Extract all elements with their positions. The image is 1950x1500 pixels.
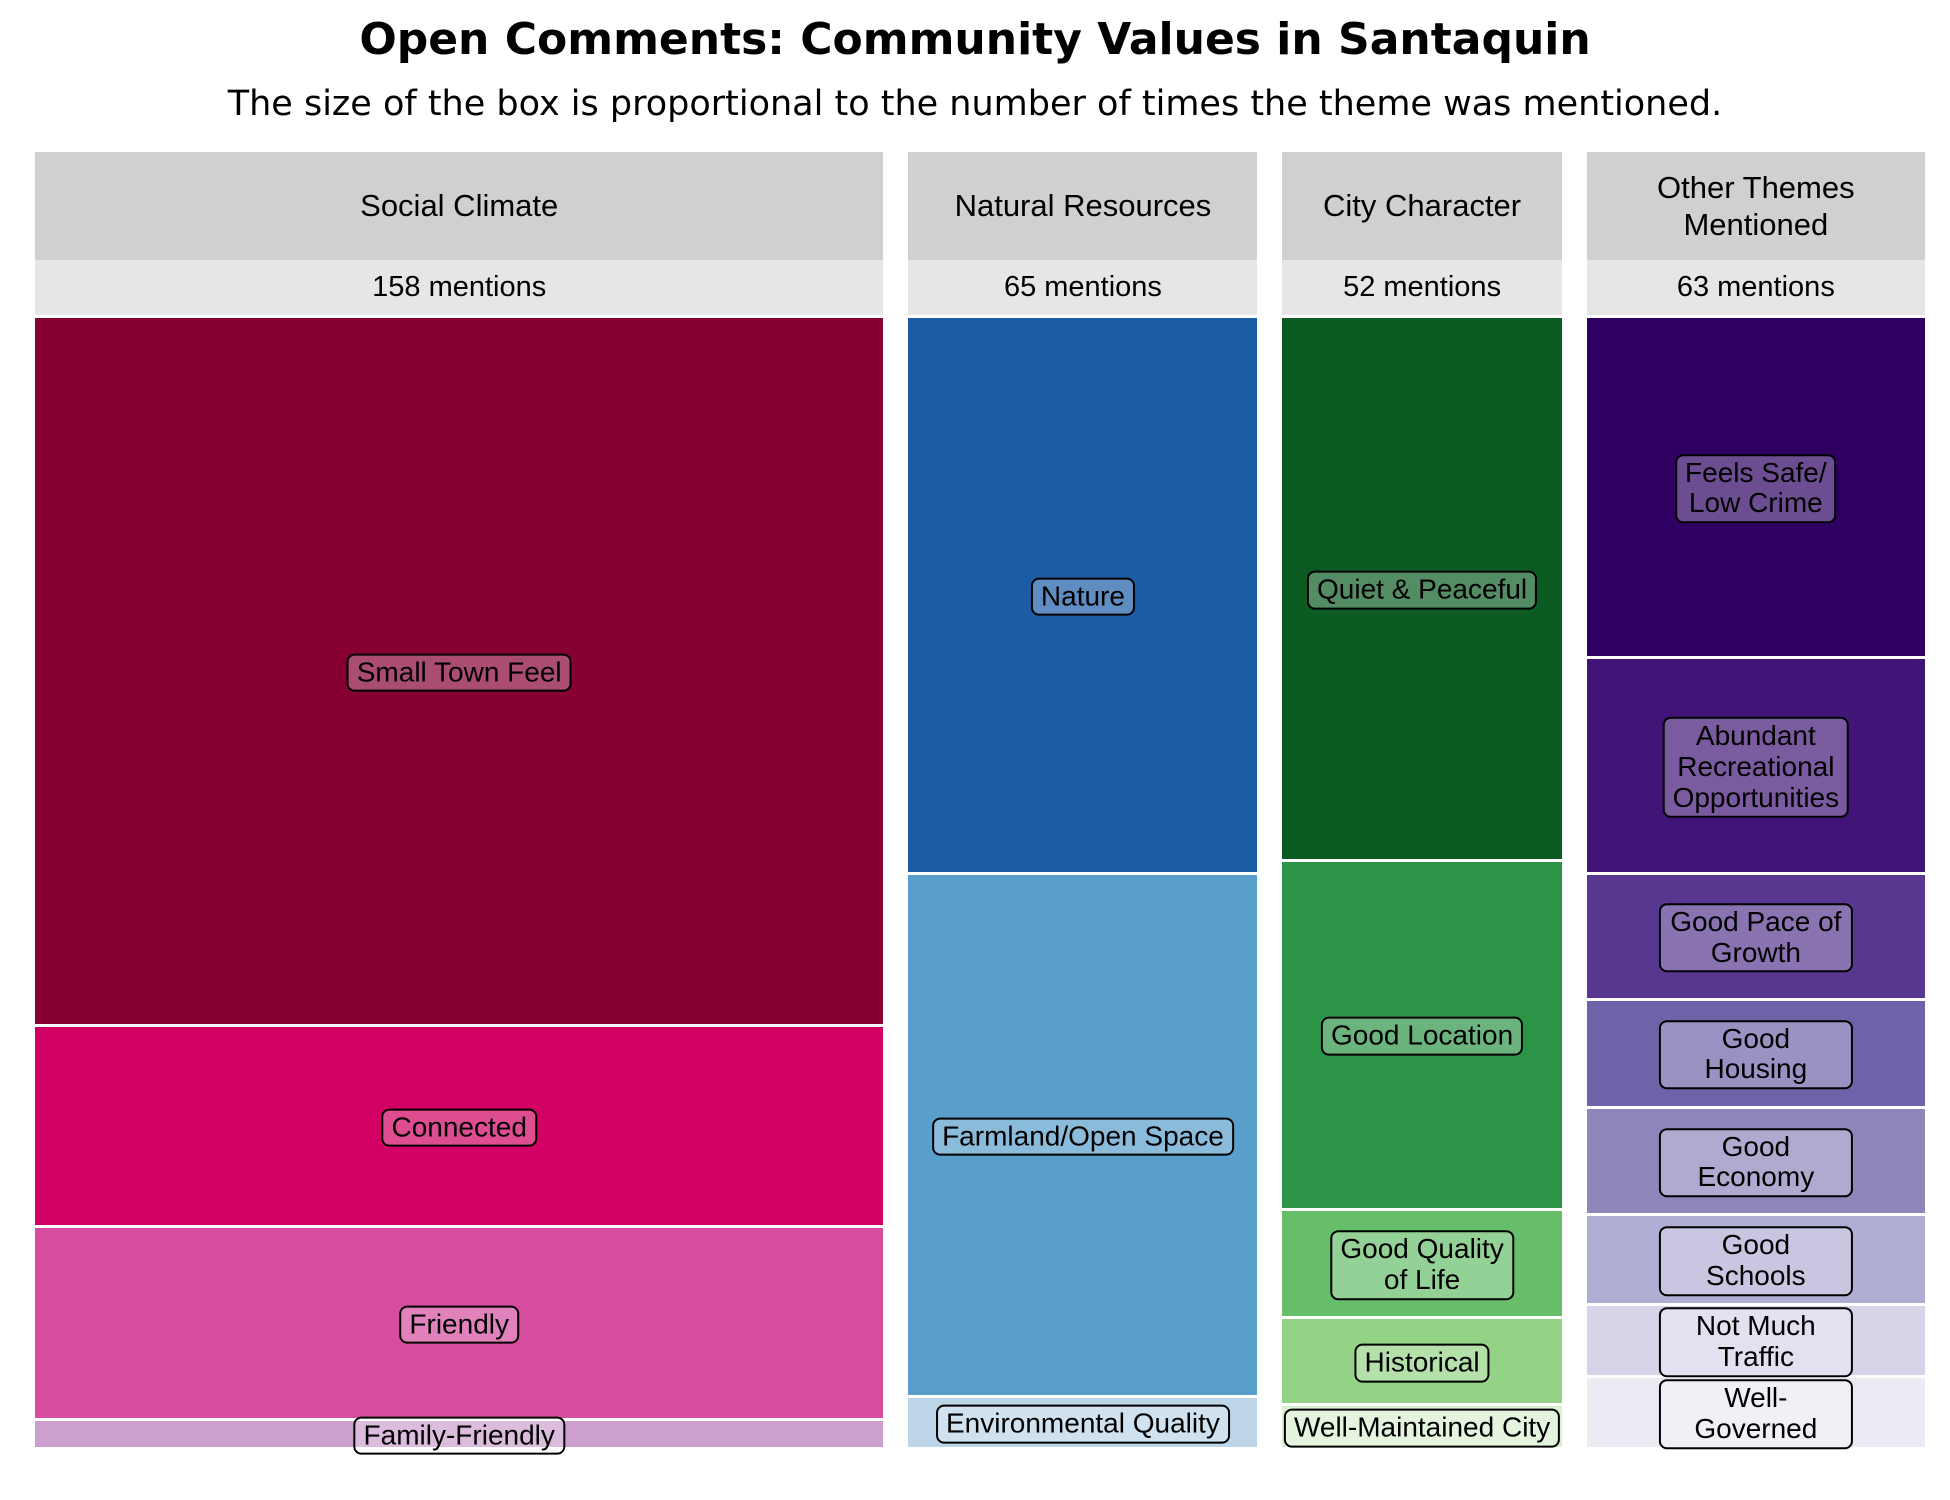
theme-box <box>1282 862 1562 1208</box>
theme-box <box>908 875 1258 1395</box>
theme-label: Farmland/Open Space <box>932 1117 1234 1156</box>
group-header: Social Climate <box>35 152 884 260</box>
theme-label: Well-Governed <box>1658 1379 1853 1449</box>
theme-label: Nature <box>1030 577 1135 617</box>
theme-label: Connected <box>381 1108 537 1147</box>
theme-box <box>35 318 884 1025</box>
theme-label: Well-Maintained City <box>1283 1408 1561 1448</box>
theme-box <box>1586 875 1925 998</box>
theme-label: Abundant Recreational Opportunities <box>1662 717 1850 818</box>
theme-box <box>1586 659 1925 872</box>
theme-label: Friendly <box>399 1305 519 1345</box>
group-header: City Character <box>1282 152 1562 260</box>
theme-label: Environmental Quality <box>935 1404 1230 1444</box>
group-count: 52 mentions <box>1282 260 1562 315</box>
theme-box <box>35 1227 884 1419</box>
theme-label: Good Housing <box>1658 1019 1853 1090</box>
theme-label: Good Quality of Life <box>1330 1230 1514 1300</box>
theme-box <box>1586 1306 1925 1376</box>
theme-label: Good Schools <box>1658 1226 1853 1297</box>
theme-box <box>1586 318 1925 657</box>
theme-label: Good Economy <box>1658 1127 1853 1198</box>
theme-label: Feels Safe/ Low Crime <box>1675 453 1837 524</box>
theme-label: Not Much Traffic <box>1658 1307 1853 1377</box>
group-count: 65 mentions <box>908 260 1258 315</box>
theme-label: Historical <box>1354 1343 1490 1383</box>
theme-box <box>908 318 1258 873</box>
chart-title: Open Comments: Community Values in Santa… <box>359 14 1591 65</box>
group-header: Other Themes Mentioned <box>1586 152 1925 260</box>
theme-box <box>1282 1319 1562 1404</box>
theme-box <box>1282 318 1562 860</box>
group-count: 158 mentions <box>35 260 884 315</box>
theme-box <box>35 1421 884 1447</box>
theme-label: Good Location <box>1321 1016 1524 1056</box>
theme-label: Good Pace of Growth <box>1658 903 1853 973</box>
group-count: 63 mentions <box>1586 260 1925 315</box>
theme-box <box>35 1027 884 1225</box>
theme-box <box>1586 1216 1925 1304</box>
theme-label: Small Town Feel <box>346 653 572 693</box>
theme-box <box>1282 1406 1562 1447</box>
theme-box <box>1586 1378 1925 1447</box>
chart-subtitle: The size of the box is proportional to t… <box>227 84 1723 124</box>
theme-label: Quiet & Peaceful <box>1307 570 1538 610</box>
group-header: Natural Resources <box>908 152 1258 260</box>
theme-label: Family-Friendly <box>353 1416 565 1456</box>
